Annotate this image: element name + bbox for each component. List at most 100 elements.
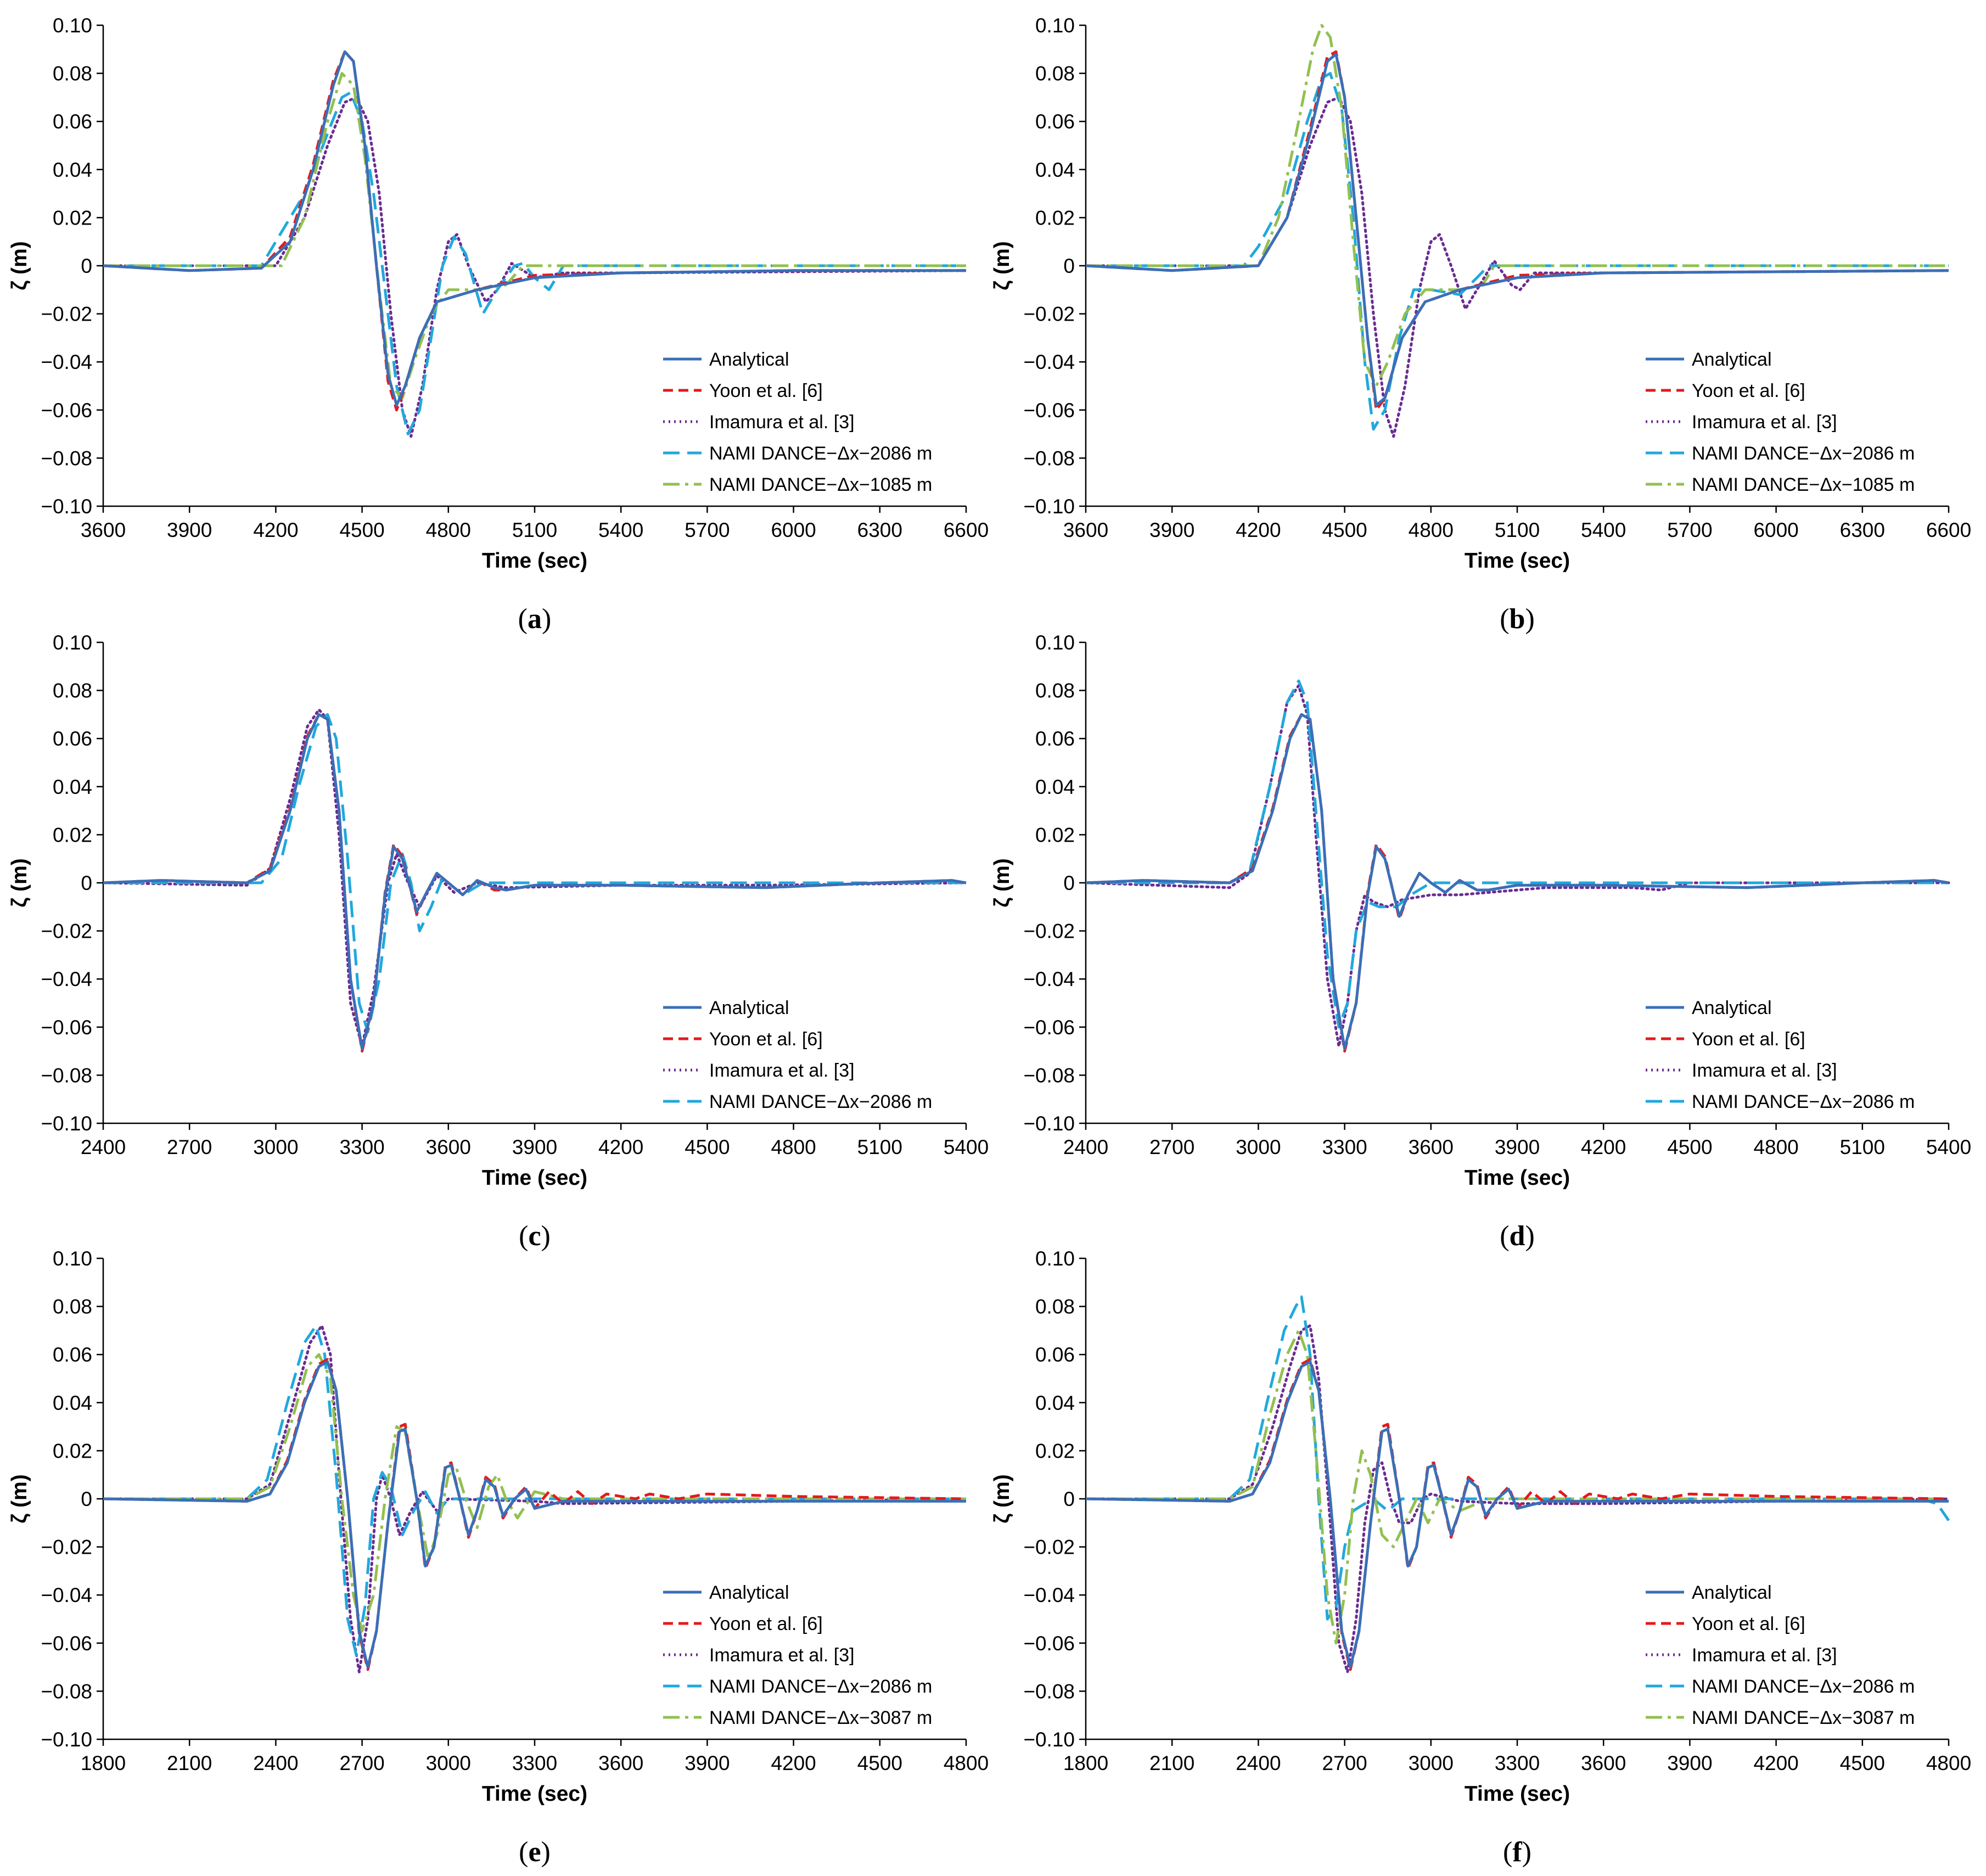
y-tick-label: −0.02: [1023, 920, 1075, 943]
y-tick-label: 0: [81, 255, 92, 277]
series-line-nami-dance-x-2086-m: [1086, 1295, 1950, 1621]
x-tick-label: 2700: [1322, 1752, 1367, 1774]
legend-label: NAMI DANCE−Δx−2086 m: [709, 443, 932, 464]
x-tick-label: 5400: [598, 519, 643, 541]
x-tick-label: 2400: [81, 1136, 126, 1158]
series-line-nami-dance-x-1085-m: [103, 72, 966, 400]
y-tick-label: 0.02: [53, 1440, 92, 1462]
y-tick-label: −0.10: [1023, 1112, 1075, 1135]
y-tick-label: 0.02: [53, 206, 92, 229]
legend-label: Imamura et al. [3]: [1692, 412, 1837, 433]
x-tick-label: 2700: [1149, 1136, 1194, 1158]
y-tick-label: 0.04: [1035, 776, 1075, 798]
x-tick-label: 3600: [1409, 1136, 1454, 1158]
y-tick-label: −0.02: [41, 920, 92, 943]
x-tick-label: 3300: [339, 1136, 384, 1158]
x-axis-label: Time (sec): [482, 549, 587, 573]
x-tick-label: 4200: [771, 1752, 816, 1774]
legend-label: Analytical: [1692, 349, 1772, 370]
series-line-analytical: [103, 1360, 966, 1669]
x-tick-label: 4500: [1840, 1752, 1885, 1774]
x-tick-label: 3600: [598, 1752, 643, 1774]
legend-label: Analytical: [1692, 1582, 1772, 1603]
legend-label: NAMI DANCE−Δx−2086 m: [709, 1676, 932, 1697]
x-tick-label: 3600: [426, 1136, 471, 1158]
panel-caption: (e): [519, 1836, 551, 1868]
y-tick-label: −0.06: [41, 1632, 92, 1655]
series-line-nami-dance-x-2086-m: [103, 713, 966, 1034]
y-tick-label: 0.06: [53, 727, 92, 750]
series-line-yoon-et-al-6-: [103, 50, 966, 412]
x-tick-label: 4500: [1322, 519, 1367, 541]
x-tick-label: 4800: [944, 1752, 989, 1774]
legend-label: NAMI DANCE−Δx−2086 m: [709, 1091, 932, 1112]
x-tick-label: 4800: [1409, 519, 1454, 541]
y-tick-label: 0: [1063, 872, 1075, 894]
x-tick-label: 3600: [1063, 519, 1108, 541]
y-tick-label: 0.08: [53, 63, 92, 85]
y-tick-label: 0.04: [53, 159, 92, 181]
x-tick-label: 6300: [857, 519, 902, 541]
x-axis-label: Time (sec): [482, 1166, 587, 1190]
series-line-nami-dance-x-1085-m: [1086, 24, 1949, 388]
series-line-yoon-et-al-6-: [1086, 50, 1949, 412]
panel-caption: (b): [1500, 603, 1535, 635]
x-tick-label: 3900: [167, 519, 212, 541]
panel-caption: (f): [1503, 1836, 1531, 1868]
x-tick-label: 2700: [167, 1136, 212, 1158]
y-tick-label: −0.08: [41, 1680, 92, 1703]
y-axis-label: ζ (m): [8, 1474, 31, 1523]
x-tick-label: 2400: [1236, 1752, 1281, 1774]
x-tick-label: 4500: [857, 1752, 902, 1774]
y-tick-label: 0.04: [53, 1392, 92, 1414]
x-tick-label: 5700: [1667, 519, 1712, 541]
x-tick-label: 3900: [1495, 1136, 1540, 1158]
x-axis-label: Time (sec): [1465, 549, 1570, 573]
x-tick-label: 5100: [512, 519, 557, 541]
x-tick-label: 4500: [685, 1136, 730, 1158]
panel-caption: (d): [1500, 1220, 1535, 1252]
chart-panel-a: 0.10 0.08 0.06 0.04 0.02 0 −0.02 −0.04 −0.06 −0.0…: [8, 14, 989, 635]
legend-label: Yoon et al. [6]: [709, 1614, 823, 1634]
legend-label: Analytical: [709, 1582, 789, 1603]
legend-label: NAMI DANCE−Δx−2086 m: [1692, 1676, 1915, 1697]
y-axis-label: ζ (m): [990, 858, 1014, 907]
legend-label: Imamura et al. [3]: [709, 1060, 855, 1081]
legend-label: Imamura et al. [3]: [709, 1645, 855, 1666]
x-axis-label: Time (sec): [482, 1782, 587, 1806]
x-tick-label: 3300: [1495, 1752, 1540, 1774]
series-line-nami-dance-x-2086-m: [103, 91, 966, 436]
y-tick-label: −0.06: [1023, 1632, 1075, 1655]
y-tick-label: 0.06: [1035, 110, 1075, 133]
x-tick-label: 4800: [1926, 1752, 1971, 1774]
legend-label: NAMI DANCE−Δx−1085 m: [709, 474, 932, 495]
y-tick-label: −0.04: [41, 351, 92, 373]
x-tick-label: 3600: [81, 519, 126, 541]
x-tick-label: 5100: [857, 1136, 902, 1158]
y-tick-label: 0.06: [1035, 727, 1075, 750]
chart-panel-c: 0.10 0.08 0.06 0.04 0.02 0 −0.02 −0.04 −0.06 −0.0…: [8, 631, 989, 1252]
y-tick-label: 0.02: [1035, 824, 1075, 846]
series-line-analytical: [1086, 1360, 1949, 1669]
y-tick-label: −0.02: [41, 303, 92, 326]
series-line-imamura-et-al-3-: [1086, 1324, 1950, 1673]
y-tick-label: −0.02: [41, 1536, 92, 1559]
y-tick-label: 0.04: [1035, 1392, 1075, 1414]
y-tick-label: −0.04: [1023, 1584, 1075, 1606]
y-tick-label: −0.10: [41, 1728, 92, 1751]
x-tick-label: 3900: [685, 1752, 730, 1774]
y-tick-label: −0.08: [1023, 1680, 1075, 1703]
legend-label: Yoon et al. [6]: [709, 380, 823, 401]
legend-label: NAMI DANCE−Δx−2086 m: [1692, 1091, 1915, 1112]
x-tick-label: 4500: [339, 519, 384, 541]
x-tick-label: 5400: [1926, 1136, 1971, 1158]
x-tick-label: 2100: [1149, 1752, 1194, 1774]
x-tick-label: 4200: [253, 519, 298, 541]
y-axis-label: ζ (m): [990, 1474, 1014, 1523]
y-tick-label: 0.02: [1035, 206, 1075, 229]
y-tick-label: −0.10: [41, 495, 92, 518]
y-tick-label: −0.08: [1023, 447, 1075, 469]
series-line-yoon-et-al-6-: [1086, 1358, 1949, 1671]
y-tick-label: 0.08: [1035, 63, 1075, 85]
